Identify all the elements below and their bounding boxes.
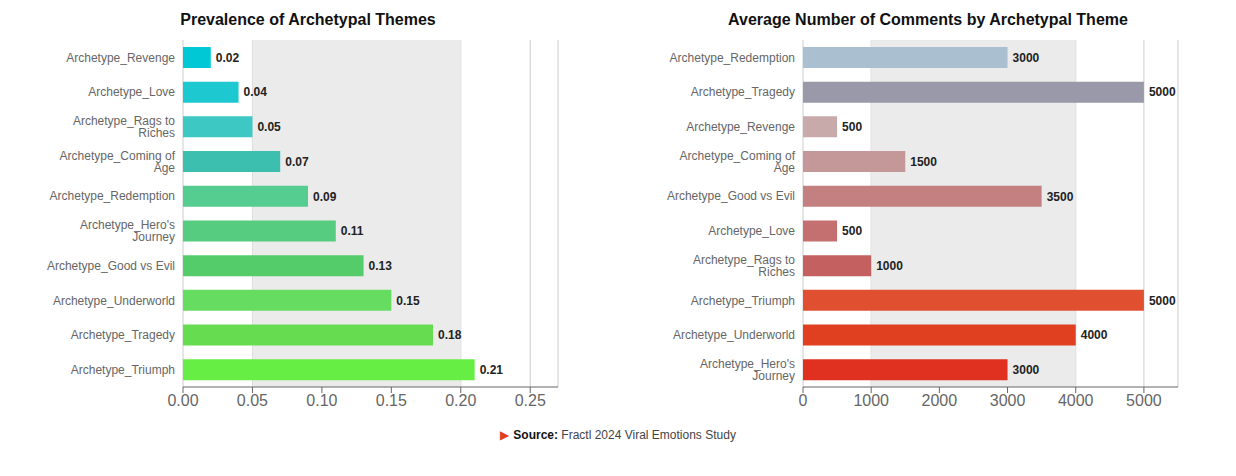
svg-text:5000: 5000: [1126, 392, 1162, 409]
svg-text:4000: 4000: [1058, 392, 1094, 409]
svg-text:0.20: 0.20: [445, 392, 476, 409]
svg-text:500: 500: [842, 224, 862, 238]
html-text:Average Number of Comments by: Average Number of Comments by Archetypal…: [728, 11, 1128, 28]
svg-text:Archetype_Coming ofAge: Archetype_Coming ofAge: [60, 149, 176, 175]
svg-text:0.10: 0.10: [306, 392, 337, 409]
svg-text:4000: 4000: [1081, 328, 1108, 342]
svg-text:0.13: 0.13: [369, 259, 393, 273]
svg-text:Archetype_Hero'sJourney: Archetype_Hero'sJourney: [700, 357, 795, 383]
svg-text:Archetype_Good vs Evil: Archetype_Good vs Evil: [47, 259, 175, 273]
svg-text:Archetype_Triumph: Archetype_Triumph: [71, 363, 175, 377]
svg-text:0.15: 0.15: [376, 392, 407, 409]
svg-text:5000: 5000: [1149, 294, 1176, 308]
html-text:▶ Source: Fractl 2024 Viral Em: ▶ Source: Fractl 2024 Viral Emotions Stu…: [500, 428, 736, 442]
svg-text:Archetype_Triumph: Archetype_Triumph: [691, 294, 795, 308]
svg-text:0.00: 0.00: [167, 392, 198, 409]
svg-text:0.05: 0.05: [237, 392, 268, 409]
svg-text:Archetype_Rags toRiches: Archetype_Rags toRiches: [693, 253, 795, 279]
svg-text:3000: 3000: [990, 392, 1026, 409]
svg-text:Archetype_Redemption: Archetype_Redemption: [50, 189, 175, 203]
svg-text:0.05: 0.05: [257, 120, 281, 134]
svg-text:0: 0: [799, 392, 808, 409]
svg-text:0.15: 0.15: [396, 294, 420, 308]
svg-text:Archetype_Love: Archetype_Love: [88, 85, 175, 99]
svg-text:Archetype_Redemption: Archetype_Redemption: [670, 51, 795, 65]
svg-text:3000: 3000: [1013, 363, 1040, 377]
svg-text:3000: 3000: [1013, 51, 1040, 65]
svg-text:0.04: 0.04: [244, 85, 268, 99]
svg-text:Archetype_Coming ofAge: Archetype_Coming ofAge: [680, 149, 796, 175]
svg-text:5000: 5000: [1149, 85, 1176, 99]
svg-text:1500: 1500: [910, 155, 937, 169]
svg-text:Archetype_Love: Archetype_Love: [708, 224, 795, 238]
svg-text:Archetype_Rags toRiches: Archetype_Rags toRiches: [73, 114, 175, 140]
svg-text:Archetype_Good vs Evil: Archetype_Good vs Evil: [667, 189, 795, 203]
svg-text:0.02: 0.02: [216, 51, 240, 65]
svg-text:0.09: 0.09: [313, 190, 337, 204]
svg-text:0.11: 0.11: [341, 224, 364, 238]
svg-text:Archetype_Tragedy: Archetype_Tragedy: [691, 85, 795, 99]
svg-text:Archetype_Revenge: Archetype_Revenge: [66, 51, 175, 65]
svg-text:Archetype_Hero'sJourney: Archetype_Hero'sJourney: [80, 218, 175, 244]
svg-text:500: 500: [842, 120, 862, 134]
svg-text:1000: 1000: [876, 259, 903, 273]
html-text:Prevalence of Archetypal Theme: Prevalence of Archetypal Themes: [180, 11, 436, 28]
svg-text:Archetype_Underworld: Archetype_Underworld: [53, 294, 175, 308]
svg-text:Archetype_Underworld: Archetype_Underworld: [673, 328, 795, 342]
svg-text:0.07: 0.07: [285, 155, 309, 169]
svg-text:2000: 2000: [922, 392, 958, 409]
svg-text:Archetype_Revenge: Archetype_Revenge: [686, 120, 795, 134]
svg-text:0.18: 0.18: [438, 328, 462, 342]
svg-text:0.21: 0.21: [480, 363, 504, 377]
svg-text:0.25: 0.25: [515, 392, 546, 409]
svg-text:3500: 3500: [1047, 190, 1074, 204]
svg-text:1000: 1000: [853, 392, 889, 409]
svg-text:Archetype_Tragedy: Archetype_Tragedy: [71, 328, 175, 342]
